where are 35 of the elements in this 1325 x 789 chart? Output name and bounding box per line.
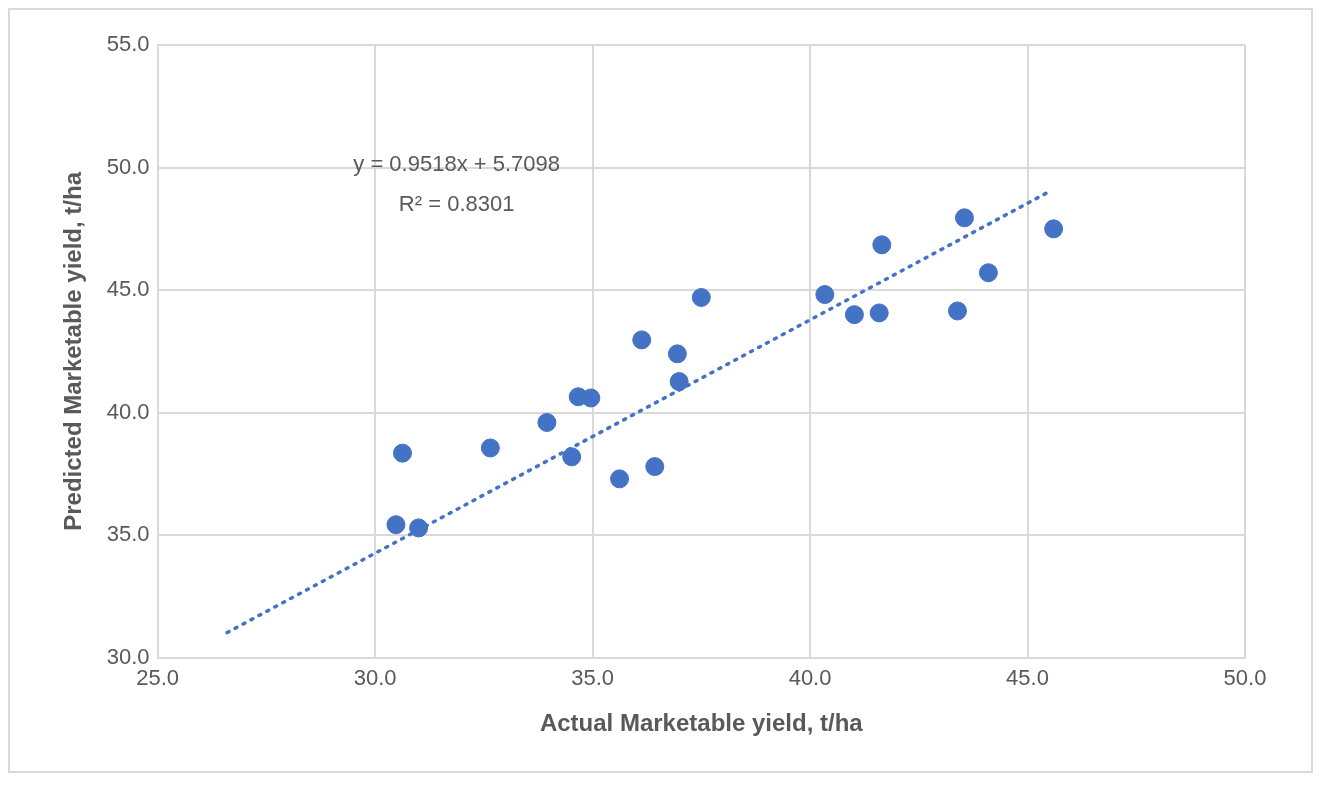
- y-tick-label: 55.0: [106, 31, 150, 57]
- point: [645, 457, 665, 477]
- point: [537, 412, 557, 432]
- point: [667, 344, 687, 364]
- point: [691, 287, 711, 307]
- point: [669, 372, 689, 392]
- annotation: R² = 0.8301: [398, 191, 515, 217]
- point: [978, 263, 998, 283]
- point: [815, 285, 835, 305]
- y-tick-label: 50.0: [106, 153, 150, 179]
- point: [480, 438, 500, 458]
- point: [393, 443, 412, 463]
- point: [386, 515, 406, 535]
- y-tick-label: 35.0: [106, 521, 150, 547]
- x-tick-label: 35.0: [571, 665, 614, 691]
- y-tick-label: 45.0: [106, 276, 150, 302]
- x-tick-label: 45.0: [1006, 665, 1049, 691]
- annotation: y = 0.9518x + 5.7098: [353, 151, 561, 177]
- y-tick-label: 40.0: [106, 398, 150, 424]
- point: [954, 208, 974, 228]
- point: [1044, 219, 1064, 239]
- point: [610, 469, 630, 489]
- point: [869, 303, 889, 323]
- y-axis-title: Predicted Marketable yield, t/ha: [59, 171, 87, 531]
- point: [872, 235, 892, 255]
- point: [581, 388, 601, 408]
- x-axis-title: Actual Marketable yield, t/ha: [539, 709, 864, 737]
- x-tick-label: 40.0: [788, 665, 832, 691]
- x-tick-label: 50.0: [1223, 665, 1267, 691]
- point: [562, 447, 582, 467]
- point: [948, 301, 967, 321]
- point: [409, 518, 429, 538]
- point: [632, 330, 652, 350]
- point: [844, 305, 864, 325]
- x-tick-label: 30.0: [353, 665, 397, 691]
